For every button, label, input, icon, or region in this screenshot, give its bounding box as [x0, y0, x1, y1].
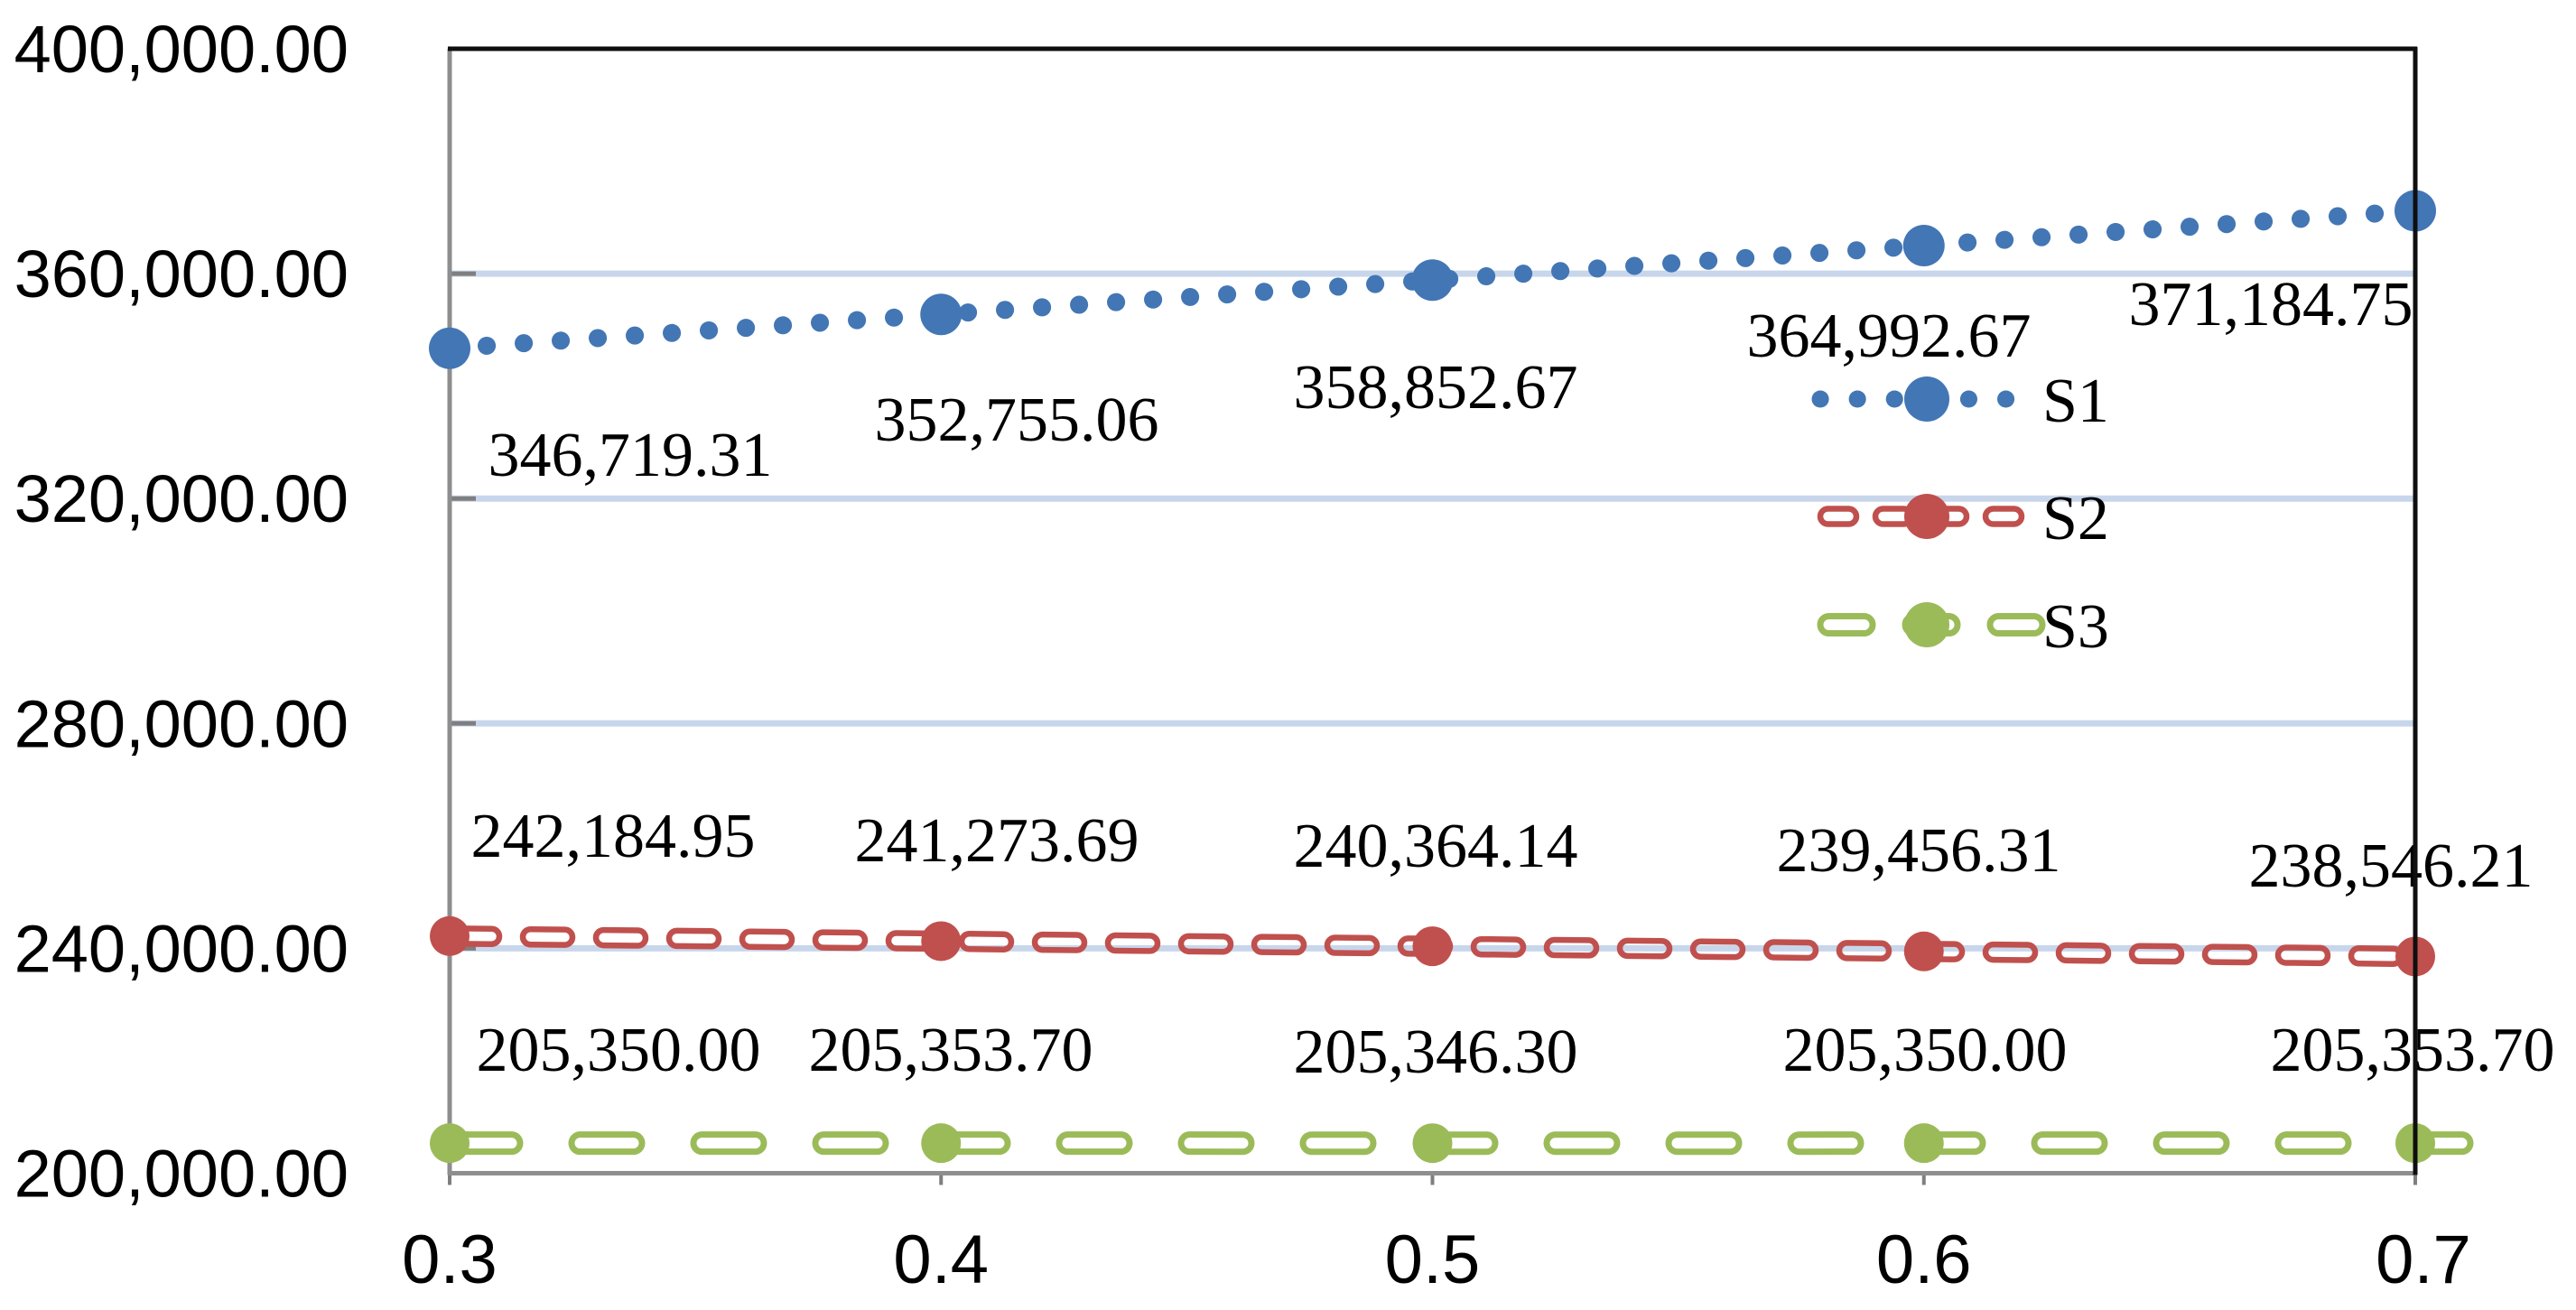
data-label-S2: 240,364.14 [1294, 812, 1578, 881]
series-dash-S3 [1056, 1131, 1133, 1156]
series-dash-S2 [1470, 935, 1527, 958]
series-dash-S2 [2201, 943, 2258, 966]
series-dash-S2 [739, 928, 795, 951]
data-label-S1: 352,755.06 [875, 386, 1159, 455]
x-axis-tick-label: 0.3 [402, 1222, 498, 1298]
series-dash-S3 [1665, 1131, 1743, 1156]
data-label-S3: 205,350.00 [1783, 1016, 2068, 1085]
series-dash-S2 [1616, 937, 1673, 960]
data-point-marker-S1 [429, 327, 470, 369]
series-dash-S2 [1836, 940, 1892, 962]
legend-label-S3: S3 [2042, 592, 2109, 662]
legend-label-S1: S1 [2042, 367, 2109, 436]
legend-label-S2: S2 [2042, 484, 2109, 553]
series-dash-S2 [1324, 934, 1381, 957]
y-axis-tick-label: 320,000.00 [14, 461, 349, 536]
data-point-marker-S1 [1411, 259, 1454, 302]
series-dash-S2 [1982, 941, 2039, 963]
y-axis-tick-label: 400,000.00 [14, 12, 349, 87]
series-dash-S2 [2274, 944, 2331, 967]
series-dash-legend-S2 [1817, 506, 1860, 527]
series-dash-S2 [1177, 933, 1234, 955]
data-label-S1: 371,184.75 [2129, 270, 2413, 339]
data-point-marker-S1 [1902, 225, 1945, 267]
series-line-S1 [441, 201, 2424, 358]
data-point-marker-S2 [1903, 931, 1944, 971]
series-dash-S2 [1543, 936, 1600, 959]
series-dash-legend-S2 [1982, 506, 2025, 527]
series-dash-S2 [1689, 938, 1746, 961]
data-point-marker-S2 [430, 915, 470, 956]
data-label-S3: 205,353.70 [2271, 1016, 2555, 1085]
data-point-marker-S3 [1903, 1123, 1944, 1164]
legend-marker-S3 [1904, 602, 1949, 647]
data-point-marker-S3 [430, 1123, 470, 1164]
series-dash-S3 [2031, 1131, 2108, 1156]
data-point-marker-S2 [921, 921, 962, 962]
series-dash-S3 [1543, 1131, 1621, 1156]
data-label-S1: 364,992.67 [1747, 302, 2032, 371]
series-dash-S2 [1251, 934, 1307, 956]
data-point-marker-S2 [1412, 926, 1453, 967]
data-label-S3: 205,346.30 [1294, 1017, 1578, 1087]
series-dash-S2 [958, 931, 1015, 952]
data-label-S3: 205,353.70 [809, 1016, 1093, 1085]
series-dash-S2 [2128, 943, 2185, 965]
data-label-S2: 239,456.31 [1777, 816, 2061, 886]
series-dash-S3 [1787, 1131, 1865, 1156]
y-axis-tick-label: 240,000.00 [14, 911, 349, 986]
series-dash-S2 [592, 926, 649, 949]
y-axis-tick-label: 280,000.00 [14, 686, 349, 761]
x-axis-tick-label: 0.4 [893, 1222, 989, 1298]
series-dash-S3 [1177, 1131, 1255, 1156]
series-dash-S3 [2274, 1131, 2352, 1156]
series-dash-S3 [690, 1131, 767, 1156]
data-label-S3: 205,350.00 [477, 1016, 761, 1085]
data-point-marker-S3 [921, 1123, 962, 1164]
data-point-marker-S3 [1412, 1123, 1453, 1164]
series-dash-S2 [1031, 931, 1088, 953]
series-dash-S2 [2055, 942, 2112, 964]
series-dash-S3 [1299, 1131, 1377, 1156]
x-axis-tick-label: 0.7 [2376, 1222, 2471, 1298]
series-dash-S2 [1104, 932, 1161, 954]
legend-marker-S2 [1904, 494, 1949, 539]
data-label-S2: 238,546.21 [2249, 832, 2534, 901]
series-dash-S2 [519, 925, 576, 948]
series-dash-S3 [568, 1131, 646, 1156]
series-dash-legend-S3 [1986, 613, 2046, 636]
data-label-S2: 241,273.69 [855, 806, 1139, 876]
data-label-S1: 358,852.67 [1294, 353, 1578, 423]
data-label-S1: 346,719.31 [488, 421, 773, 490]
series-dash-S2 [812, 929, 869, 952]
series-dash-S2 [1762, 939, 1819, 962]
series-dash-S3 [812, 1131, 889, 1156]
x-axis-tick-label: 0.5 [1385, 1222, 1481, 1298]
series-dash-S2 [665, 927, 722, 950]
series-dash-legend-S3 [1817, 613, 1876, 636]
y-axis-tick-label: 200,000.00 [14, 1137, 349, 1212]
x-axis-tick-label: 0.6 [1876, 1222, 1972, 1298]
data-label-S2: 242,184.95 [471, 802, 756, 871]
data-point-marker-S1 [920, 293, 963, 336]
series-dash-S3 [2153, 1131, 2230, 1156]
y-axis-tick-label: 360,000.00 [14, 237, 349, 311]
legend-marker-S1 [1904, 376, 1949, 422]
